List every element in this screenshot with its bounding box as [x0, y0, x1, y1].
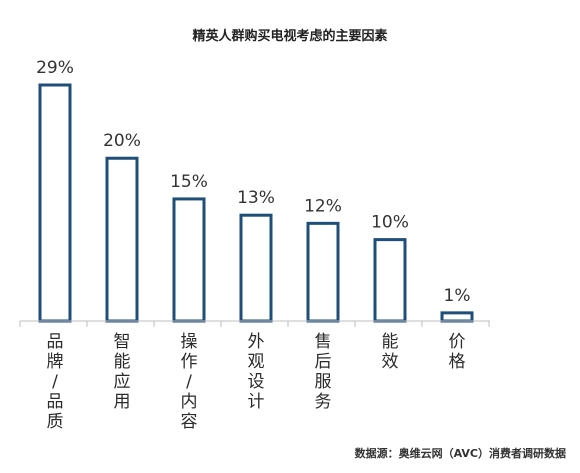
x-axis-ticks-layer	[19, 321, 490, 327]
bar-value-label: 10%	[371, 213, 409, 233]
bar	[105, 156, 139, 323]
bar	[38, 83, 72, 323]
bar-value-label: 13%	[237, 188, 275, 208]
bars-layer	[38, 83, 474, 323]
bar	[306, 221, 340, 323]
bar	[440, 311, 474, 323]
category-label: 品牌/品质	[47, 332, 64, 432]
bar-value-label: 29%	[36, 58, 74, 78]
category-labels-layer: 品牌/品质 智能应用 操作/内容 外观设计 售后服务 能效 价格	[47, 332, 466, 432]
chart-title: 精英人群购买电视考虑的主要因素	[192, 28, 387, 44]
value-labels-layer: 29% 20% 15% 13% 12% 10% 1%	[36, 58, 470, 306]
source-note: 数据源：奥维云网（AVC）消费者调研数据	[355, 446, 566, 460]
bar	[239, 213, 273, 323]
bar	[172, 197, 206, 323]
category-label: 售后服务	[315, 332, 332, 412]
category-label: 能效	[382, 332, 399, 372]
bar	[373, 238, 407, 323]
bar-value-label: 15%	[170, 172, 208, 192]
bar-value-label: 1%	[444, 286, 471, 306]
category-label: 价格	[449, 332, 466, 372]
category-label: 操作/内容	[181, 332, 198, 432]
category-label: 智能应用	[114, 332, 131, 412]
category-label: 外观设计	[248, 332, 265, 412]
bar-value-label: 12%	[304, 196, 342, 216]
bar-value-label: 20%	[103, 131, 141, 151]
